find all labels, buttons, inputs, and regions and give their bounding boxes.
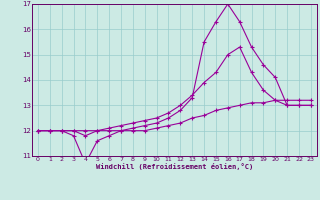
X-axis label: Windchill (Refroidissement éolien,°C): Windchill (Refroidissement éolien,°C) bbox=[96, 163, 253, 170]
